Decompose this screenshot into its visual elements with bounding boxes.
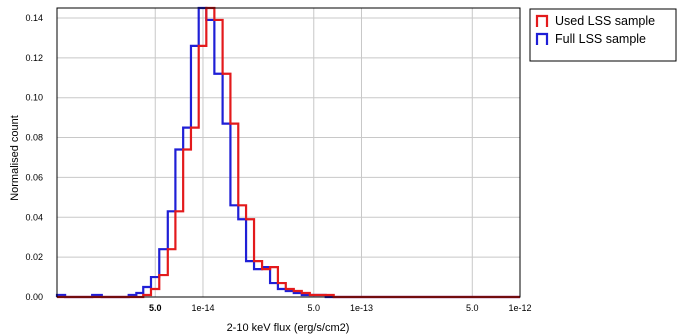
x-tick-label: 5.0 — [149, 303, 162, 313]
legend-swatch — [535, 32, 549, 45]
x-tick-label: 1e-14 — [191, 303, 214, 313]
legend-box — [529, 8, 677, 62]
x-tick-label: 1e-13 — [350, 303, 373, 313]
y-tick-label: 0.12 — [25, 53, 43, 63]
legend-label: Full LSS sample — [555, 32, 646, 46]
y-tick-label: 0.10 — [25, 93, 43, 103]
x-axis-ticks: 5.0 1e-14 5.0 1e-13 5.0 1e-12 — [149, 303, 532, 313]
grid-lines — [57, 8, 521, 298]
y-tick-label: 0.14 — [25, 13, 43, 23]
y-tick-label: 0.02 — [25, 252, 43, 262]
legend-swatch — [535, 14, 549, 27]
y-axis-ticks: 0.00 0.02 0.04 0.06 0.08 0.10 0.12 0.14 — [25, 13, 43, 302]
x-axis-title: 2-10 keV flux (erg/s/cm2) — [227, 322, 350, 334]
y-axis-title: Normalised count — [9, 115, 21, 201]
x-tick-label: 5.0 — [466, 303, 479, 313]
y-tick-label: 0.06 — [25, 172, 43, 182]
x-tick-label: 1e-12 — [508, 303, 531, 313]
plot-frame — [56, 7, 521, 298]
y-tick-label: 0.08 — [25, 133, 43, 143]
legend: Used LSS sample Full LSS sample — [529, 8, 677, 62]
legend-label: Used LSS sample — [555, 14, 655, 28]
y-tick-label: 0.04 — [25, 212, 43, 222]
y-tick-label: 0.00 — [25, 292, 43, 302]
x-tick-label: 5.0 — [308, 303, 321, 313]
